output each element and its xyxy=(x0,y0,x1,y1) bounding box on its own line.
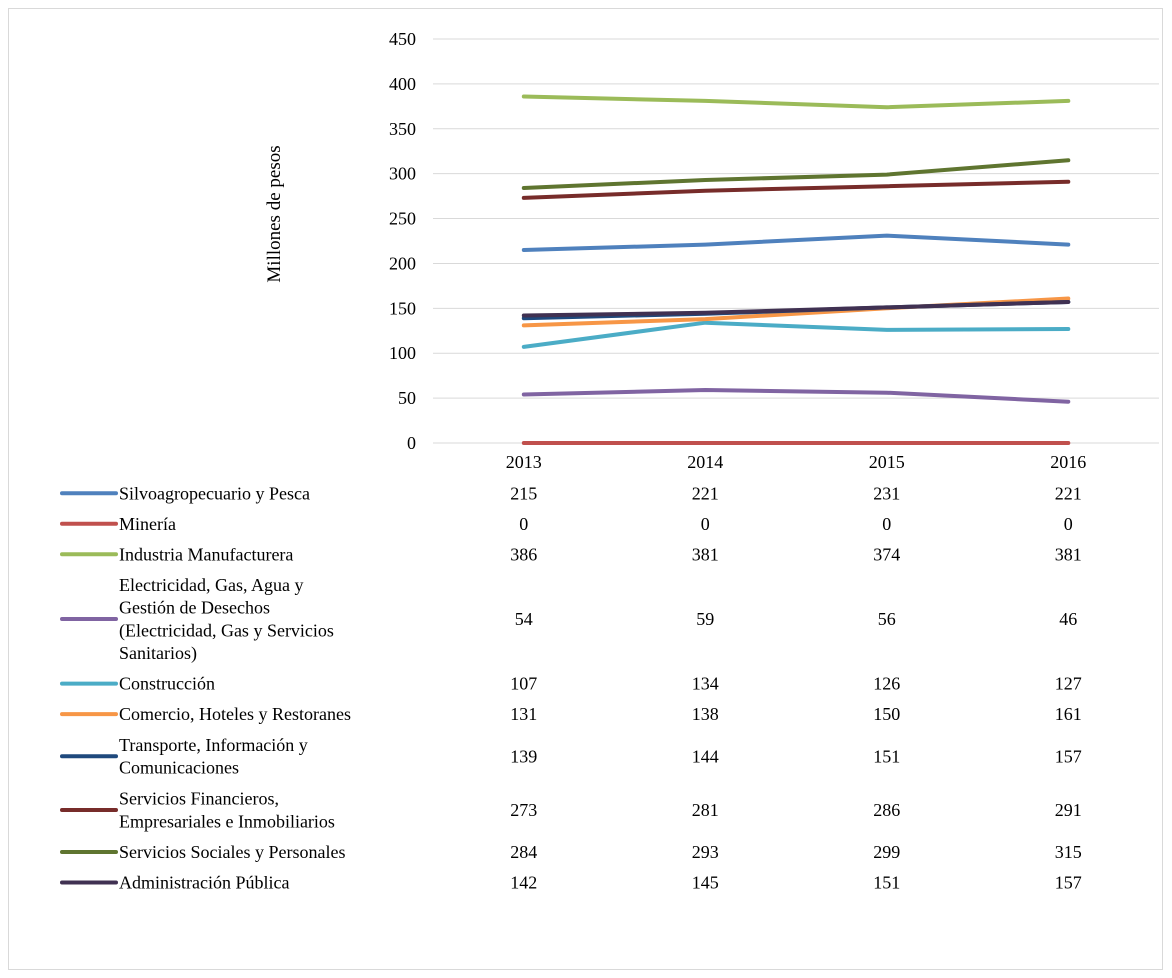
table-cell-value: 151 xyxy=(873,873,900,893)
table-row: Silvoagropecuario y Pesca 215 221 231 221 xyxy=(60,483,1082,503)
y-axis-label: Millones de pesos xyxy=(264,145,285,282)
table-cell-value: 144 xyxy=(692,746,719,766)
series-line xyxy=(521,388,1071,404)
data-table: Silvoagropecuario y Pesca 215 221 231 221 Min… xyxy=(60,483,1082,893)
table-cell-value: 145 xyxy=(692,873,719,893)
table-cell-value: 46 xyxy=(1059,609,1077,629)
table-cell-value: 0 xyxy=(701,514,710,534)
table-cell-value: 142 xyxy=(510,873,537,893)
series-label: Servicios Financieros, Empresariales e In… xyxy=(119,789,335,832)
series-label: Industria Manufacturera xyxy=(119,544,293,564)
table-cell-value: 381 xyxy=(692,544,719,564)
y-tick-label: 150 xyxy=(389,298,416,318)
table-cell-value: 157 xyxy=(1055,746,1082,766)
table-cell-value: 150 xyxy=(873,704,900,724)
y-axis-ticks: 0 50 100 150 200 250 300 350 400 450 xyxy=(389,29,416,453)
table-cell-value: 381 xyxy=(1055,544,1082,564)
table-cell-value: 107 xyxy=(510,674,537,694)
series-line xyxy=(521,233,1071,252)
y-tick-label: 400 xyxy=(389,74,416,94)
table-cell-value: 281 xyxy=(692,800,719,820)
series-line xyxy=(521,300,1071,318)
series-line xyxy=(521,320,1071,349)
table-row: Comercio, Hoteles y Restoranes 131 138 150 1… xyxy=(60,704,1082,724)
table-row: Industria Manufacturera 386 381 374 381 xyxy=(60,544,1082,564)
table-row: Administración Pública 142 145 151 157 xyxy=(60,873,1082,893)
table-cell-value: 374 xyxy=(873,544,900,564)
table-row: Servicios Sociales y Personales 284 293 299… xyxy=(60,842,1082,862)
series-label: Construcción xyxy=(119,674,215,694)
table-cell-value: 284 xyxy=(510,842,537,862)
table-cell-value: 0 xyxy=(519,514,528,534)
series-label: Electricidad, Gas, Agua y Gestión de Dese… xyxy=(119,575,334,664)
table-cell-value: 151 xyxy=(873,746,900,766)
table-row: Minería 0 0 0 0 xyxy=(60,514,1073,534)
table-cell-value: 131 xyxy=(510,704,537,724)
y-tick-label: 250 xyxy=(389,209,416,229)
table-cell-value: 273 xyxy=(510,800,537,820)
table-cell-value: 138 xyxy=(692,704,719,724)
series-label: Comercio, Hoteles y Restoranes xyxy=(119,704,351,724)
y-tick-label: 300 xyxy=(389,164,416,184)
table-cell-value: 386 xyxy=(510,544,537,564)
y-tick-label: 50 xyxy=(398,388,416,408)
table-row: Servicios Financieros, Empresariales e In… xyxy=(60,789,1082,832)
table-cell-value: 134 xyxy=(692,674,719,694)
table-cell-value: 126 xyxy=(873,674,900,694)
table-cell-value: 127 xyxy=(1055,674,1082,694)
table-row: Transporte, Información y Comunicaciones 1… xyxy=(60,735,1082,778)
y-tick-label: 0 xyxy=(407,433,416,453)
table-cell-value: 0 xyxy=(1064,514,1073,534)
table-cell-value: 293 xyxy=(692,842,719,862)
x-tick-label: 2016 xyxy=(1050,452,1086,472)
y-tick-label: 100 xyxy=(389,343,416,363)
table-cell-value: 54 xyxy=(515,609,533,629)
series-line xyxy=(521,179,1071,200)
series-line xyxy=(521,158,1071,190)
x-tick-label: 2014 xyxy=(687,452,723,472)
table-cell-value: 0 xyxy=(882,514,891,534)
table-row: Construcción 107 134 126 127 xyxy=(60,674,1082,694)
series-label: Minería xyxy=(119,514,176,534)
x-axis-ticks: 2013 2014 2015 2016 xyxy=(506,452,1087,472)
table-cell-value: 221 xyxy=(692,483,719,503)
y-tick-label: 200 xyxy=(389,253,416,273)
series-line xyxy=(521,94,1071,110)
table-cell-value: 286 xyxy=(873,800,900,820)
y-tick-label: 350 xyxy=(389,119,416,139)
series-label: Silvoagropecuario y Pesca xyxy=(119,483,310,503)
table-cell-value: 139 xyxy=(510,746,537,766)
table-cell-value: 161 xyxy=(1055,704,1082,724)
table-cell-value: 315 xyxy=(1055,842,1082,862)
table-row: Electricidad, Gas, Agua y Gestión de Dese… xyxy=(60,575,1077,664)
series-label: Transporte, Información y Comunicaciones xyxy=(119,735,308,778)
series-label: Servicios Sociales y Personales xyxy=(119,842,345,862)
table-cell-value: 59 xyxy=(696,609,714,629)
table-cell-value: 231 xyxy=(873,483,900,503)
table-cell-value: 299 xyxy=(873,842,900,862)
table-cell-value: 56 xyxy=(878,609,896,629)
series-label: Administración Pública xyxy=(119,873,289,893)
table-cell-value: 221 xyxy=(1055,483,1082,503)
y-tick-label: 450 xyxy=(389,29,416,49)
series-lines xyxy=(521,94,1071,445)
table-cell-value: 291 xyxy=(1055,800,1082,820)
x-tick-label: 2013 xyxy=(506,452,542,472)
table-cell-value: 215 xyxy=(510,483,537,503)
table-cell-value: 157 xyxy=(1055,873,1082,893)
x-tick-label: 2015 xyxy=(869,452,905,472)
